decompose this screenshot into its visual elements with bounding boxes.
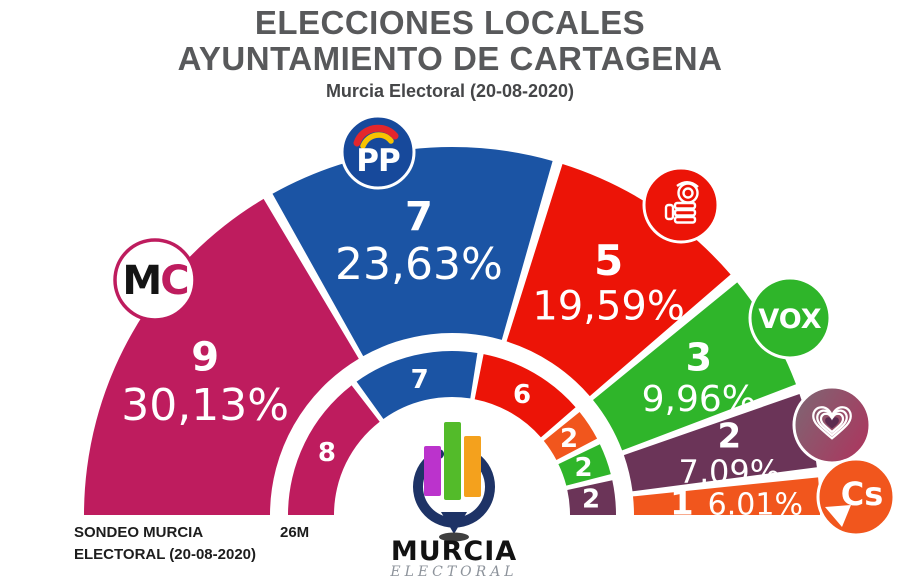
mc-logo-circle bbox=[113, 238, 197, 322]
inner-segment-cs bbox=[543, 412, 598, 460]
seat-count-vox: 3 bbox=[686, 336, 712, 380]
prev-seat-count-psoe: 6 bbox=[513, 380, 531, 410]
bar-chart-icon-green-bar bbox=[444, 422, 461, 500]
pin-shadow bbox=[439, 532, 469, 542]
psoe-party-logo bbox=[642, 166, 720, 244]
pp-party-logo: PP bbox=[340, 114, 416, 190]
source-note: SONDEO MURCIA ELECTORAL (20-08-2020) bbox=[74, 522, 256, 566]
inner-segment-vox bbox=[558, 444, 611, 486]
seat-count-podemos: 2 bbox=[717, 416, 741, 456]
inner-ring-label-26m: 26M bbox=[280, 524, 310, 541]
outer-label-cs: 1 6.01% bbox=[670, 483, 803, 523]
inner-segment-psoe bbox=[474, 354, 576, 438]
bar-chart-icon-orange-bar bbox=[464, 436, 481, 497]
title-block: ELECCIONES LOCALES AYUNTAMIENTO DE CARTA… bbox=[0, 4, 900, 102]
seat-count-pp: 7 bbox=[405, 194, 433, 240]
podemos-party-logo bbox=[792, 385, 872, 465]
cs-arrow-icon bbox=[825, 505, 851, 527]
outer-segment-cs bbox=[633, 477, 821, 515]
mc-logo-letter-m: M bbox=[122, 258, 160, 304]
source-note-line2: ELECTORAL (20-08-2020) bbox=[74, 545, 257, 563]
prev-seat-count-mc: 8 bbox=[318, 438, 336, 468]
cs-party-logo: Cs bbox=[816, 457, 896, 537]
psoe-fist-rose-icon bbox=[664, 181, 699, 224]
prev-seat-count-podemos: 2 bbox=[582, 485, 600, 515]
pp-gaviota-icon-inner bbox=[360, 132, 394, 149]
pct-label-pp: 23,63% bbox=[335, 239, 503, 290]
psoe-logo-circle bbox=[642, 166, 720, 244]
pct-label-vox: 9,96% bbox=[642, 379, 756, 420]
mc-logo-text: MC bbox=[122, 258, 187, 304]
murcia-electoral-logo: MURCIA ELECTORAL bbox=[389, 422, 517, 578]
podemos-heart-icon bbox=[812, 406, 852, 440]
outer-segment-pp bbox=[272, 147, 553, 357]
center-logo-subtitle: ELECTORAL bbox=[389, 564, 517, 578]
pp-gaviota-icon bbox=[353, 124, 399, 147]
center-logo-title: MURCIA bbox=[391, 536, 517, 567]
inner-segment-podemos bbox=[567, 480, 617, 515]
prev-seat-count-cs: 2 bbox=[560, 424, 578, 454]
pct-label-psoe: 19,59% bbox=[532, 284, 685, 330]
bar-chart-icon-purple-bar bbox=[424, 446, 441, 496]
pin-tip bbox=[441, 512, 467, 534]
page-title-line1: ELECCIONES LOCALES bbox=[254, 4, 646, 41]
mc-logo-letter-c: C bbox=[160, 258, 187, 304]
mc-party-logo: MC bbox=[113, 238, 197, 322]
outer-segment-mc bbox=[84, 198, 359, 515]
pp-logo-text: PP bbox=[356, 143, 400, 179]
prev-seat-count-vox: 2 bbox=[575, 453, 593, 483]
page-title-line2: AYUNTAMIENTO DE CARTAGENA bbox=[177, 40, 723, 78]
vox-logo-circle bbox=[748, 276, 832, 360]
prev-seat-count-pp: 7 bbox=[411, 365, 429, 395]
inner-segment-pp bbox=[356, 351, 478, 419]
seat-count-mc: 9 bbox=[191, 335, 219, 381]
vox-logo-text: VOX bbox=[758, 304, 821, 335]
outer-segment-podemos bbox=[623, 394, 817, 492]
inner-segment-mc bbox=[288, 385, 380, 515]
cs-logo-text: Cs bbox=[841, 475, 884, 513]
vox-party-logo: VOX bbox=[748, 276, 832, 360]
source-note-line1: SONDEO MURCIA bbox=[74, 524, 204, 541]
seat-count-psoe: 5 bbox=[594, 236, 623, 285]
page-subtitle: Murcia Electoral (20-08-2020) bbox=[325, 80, 575, 101]
pct-label-mc: 30,13% bbox=[121, 380, 289, 431]
outer-segment-vox bbox=[593, 282, 796, 451]
